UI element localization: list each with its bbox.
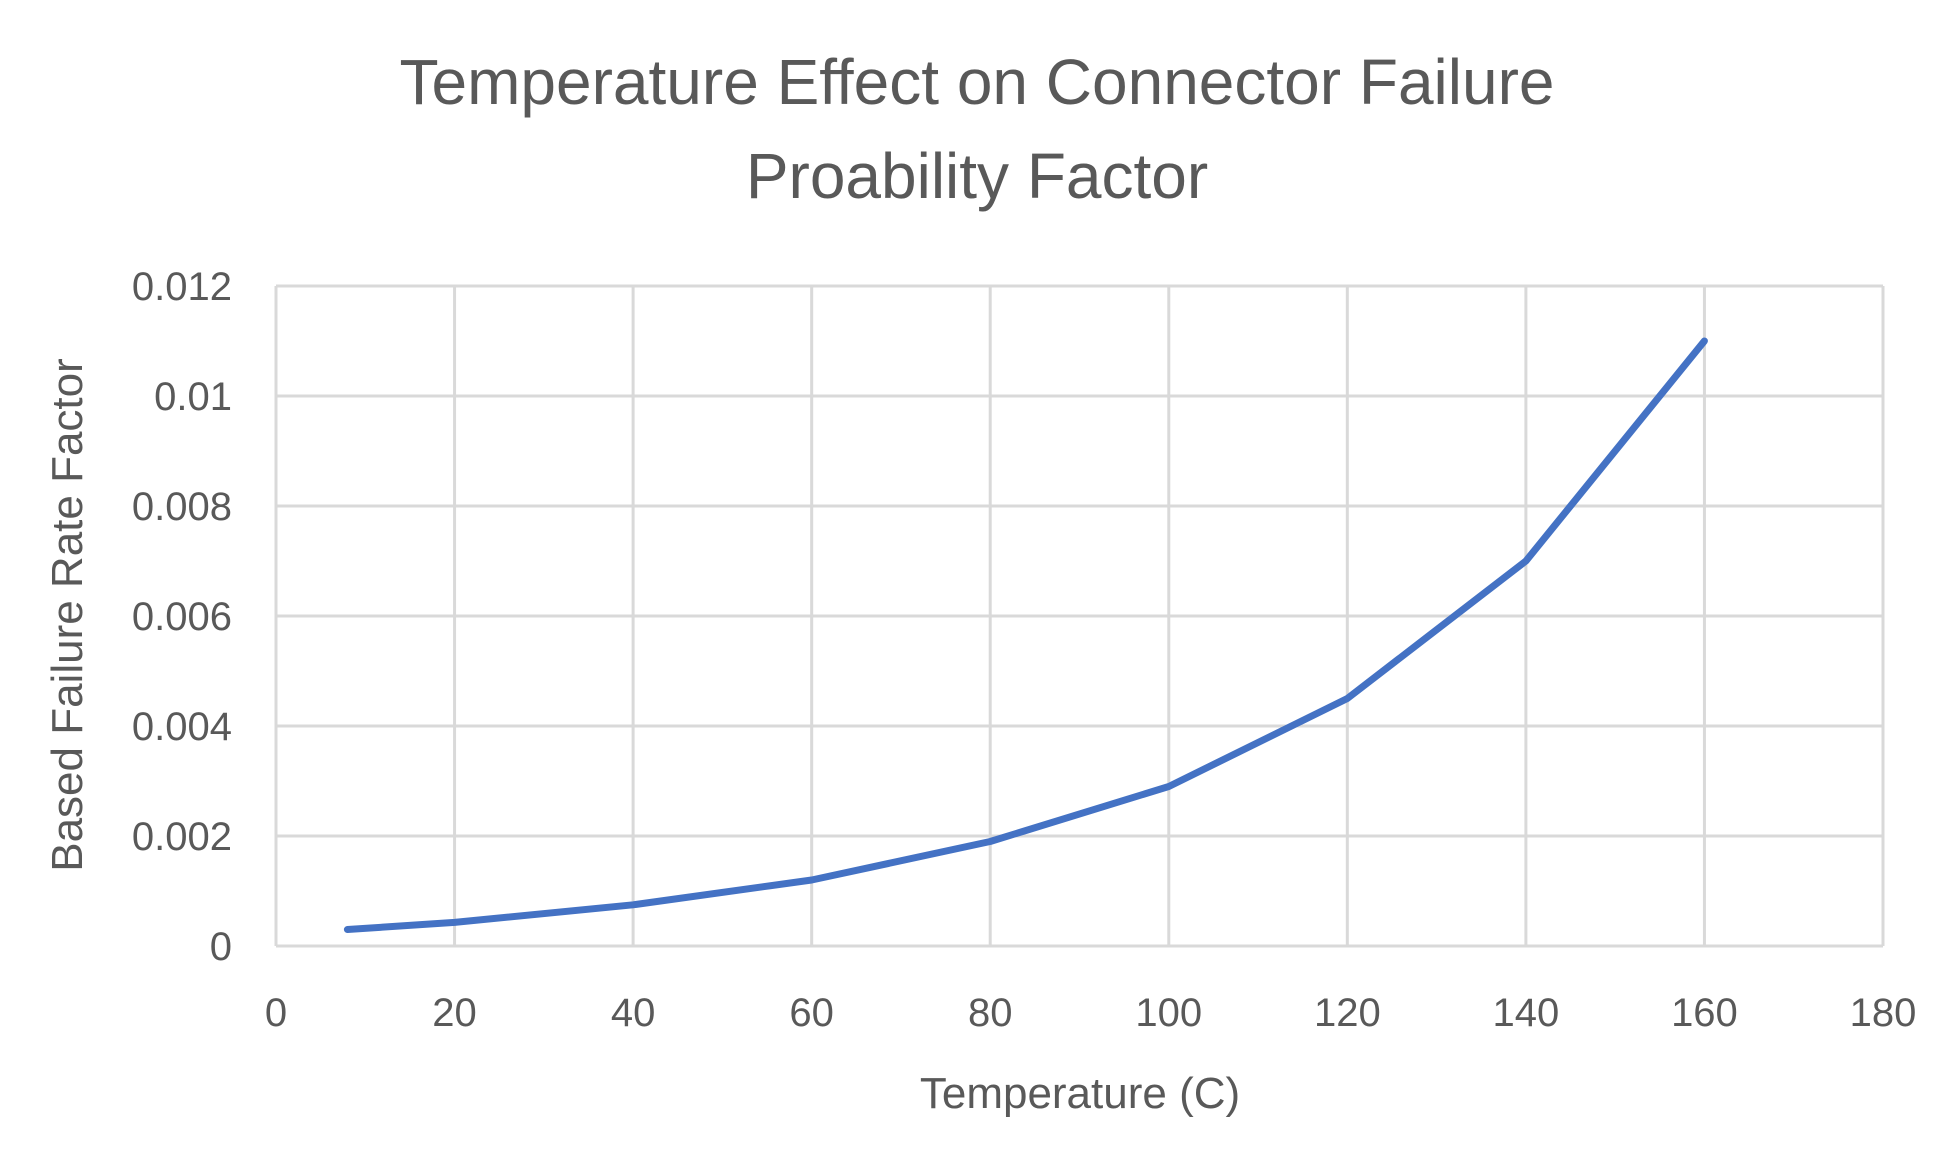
x-tick-label: 180	[1850, 991, 1917, 1035]
x-tick-label: 100	[1135, 991, 1202, 1035]
x-tick-label: 120	[1314, 991, 1381, 1035]
x-axis-ticks: 0 20 40 60 80 100 120 140 160 180	[265, 991, 1917, 1035]
x-tick-label: 0	[265, 991, 287, 1035]
chart-title-line-2: Proability Factor	[746, 140, 1208, 212]
x-tick-label: 60	[789, 991, 834, 1035]
y-tick-label: 0	[210, 925, 232, 969]
gridlines	[274, 284, 1885, 948]
y-tick-label: 0.002	[132, 815, 232, 859]
series-line-0	[343, 337, 1708, 933]
y-tick-label: 0.006	[132, 595, 232, 639]
y-axis-ticks: 0 0.002 0.004 0.006 0.008 0.01 0.012	[132, 265, 232, 969]
y-axis-label: Based Failure Rate Factor	[43, 358, 92, 872]
series-lines	[343, 337, 1708, 933]
y-tick-label: 0.01	[154, 375, 232, 419]
y-tick-label: 0.012	[132, 265, 232, 309]
chart-title-line-1: Temperature Effect on Connector Failure	[400, 46, 1555, 118]
x-tick-label: 40	[611, 991, 656, 1035]
x-tick-label: 140	[1493, 991, 1560, 1035]
x-tick-label: 20	[432, 991, 477, 1035]
y-tick-label: 0.004	[132, 705, 232, 749]
x-tick-label: 160	[1671, 991, 1738, 1035]
x-tick-label: 80	[968, 991, 1013, 1035]
y-tick-label: 0.008	[132, 485, 232, 529]
x-axis-label: Temperature (C)	[920, 1069, 1240, 1118]
